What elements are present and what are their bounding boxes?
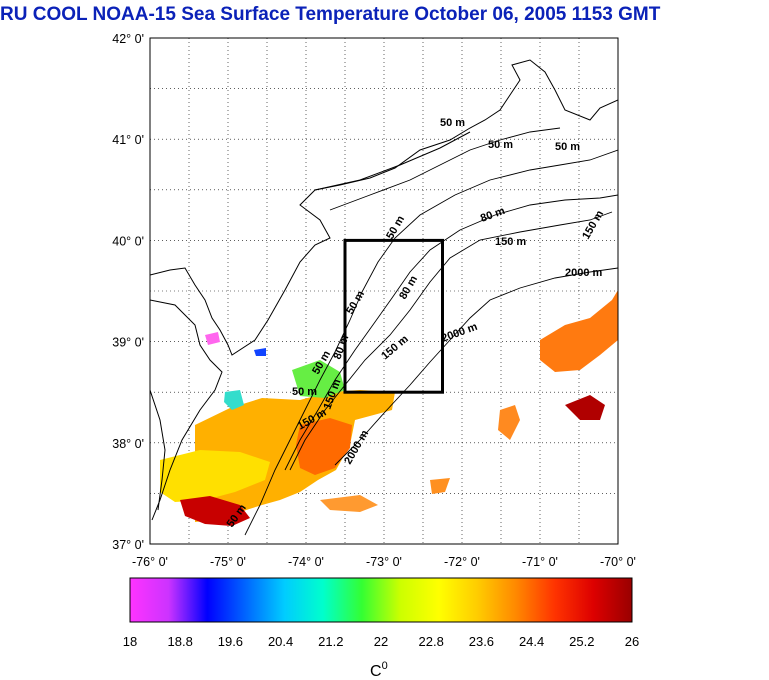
delaware-bay-shore [150, 299, 223, 521]
contour-label: 80 m [479, 205, 507, 225]
contour-label: 2000 m [565, 267, 603, 279]
latitude-tick-label: 42° 0' [112, 32, 144, 46]
longitude-tick-label: -72° 0' [444, 555, 480, 569]
contour-label: 150 m [495, 236, 526, 248]
colorbar-tick-label: 22 [374, 634, 388, 649]
contour-label: 50 m [555, 141, 580, 153]
longitude-tick-label: -74° 0' [288, 555, 324, 569]
bathymetry-contours [244, 127, 618, 536]
colorbar-unit: C0 [370, 660, 388, 680]
latitude-tick-label: 37° 0' [112, 538, 144, 552]
contour-label: 50 m [292, 386, 317, 398]
sst-data-layer [160, 290, 618, 526]
longitude-tick-label: -73° 0' [366, 555, 402, 569]
chesapeake-shore [150, 389, 166, 511]
sst-patch-east-red [565, 395, 605, 420]
contour-label: 50 m [488, 139, 513, 151]
isobath-80m [284, 194, 618, 471]
contour-label: 50 m [440, 117, 465, 129]
contour-label: 50 m [344, 289, 367, 317]
isobath-2000m [334, 267, 618, 466]
sst-patch-gulfstream-east [540, 290, 618, 372]
longitude-tick-label: -71° 0' [522, 555, 558, 569]
latitude-tick-label: 38° 0' [112, 437, 144, 451]
colorbar [129, 577, 633, 623]
colorbar-tick-label: 18.8 [168, 634, 193, 649]
latitude-tick-label: 41° 0' [112, 133, 144, 147]
colorbar-tick-label: 20.4 [268, 634, 293, 649]
sst-patch-mid [320, 495, 378, 512]
sst-patch-slope [430, 478, 450, 494]
colorbar-tick-label: 21.2 [318, 634, 343, 649]
contour-label: 2000 m [440, 321, 479, 345]
isobath-150m [289, 211, 613, 471]
longitude-axis: -76° 0' -75° 0' -74° 0' -73° 0' -72° 0' -71° … [132, 555, 636, 569]
map-frame [149, 37, 619, 545]
colorbar-tick-label: 19.6 [218, 634, 243, 649]
colorbar-tick-label: 18 [123, 634, 137, 649]
study-area-box [343, 238, 444, 394]
sst-patch-green-band [292, 360, 345, 398]
sst-patch-east-orange [498, 405, 520, 440]
coastline-layer [150, 59, 618, 521]
latitude-tick-label: 40° 0' [112, 234, 144, 248]
isobath-50m [244, 149, 618, 536]
colorbar-tick-label: 26 [625, 634, 639, 649]
contour-label: 80 m [397, 274, 420, 302]
latitude-axis: 42° 0' 41° 0' 40° 0' 39° 0' 38° 0' 37° 0' [112, 32, 144, 552]
contour-label: 150 m [580, 208, 606, 241]
sst-patch-south-red [180, 496, 250, 526]
longitude-tick-label: -75° 0' [210, 555, 246, 569]
map-title: RU COOL NOAA-15 Sea Surface Temperature … [0, 4, 661, 25]
colorbar-tick-label: 23.6 [469, 634, 494, 649]
colorbar-tick-labels: 18 18.8 19.6 20.4 21.2 22 22.8 23.6 24.4 25.2 26 [123, 634, 639, 649]
longitude-tick-label: -70° 0' [600, 555, 636, 569]
contour-label: 80 m [332, 333, 352, 361]
sst-patch-coastal-yellow [160, 450, 270, 502]
longitude-tick-label: -76° 0' [132, 555, 168, 569]
colorbar-tick-label: 25.2 [569, 634, 594, 649]
sst-patch-blue [254, 348, 266, 356]
sst-patch-magenta [205, 332, 220, 345]
latitude-tick-label: 39° 0' [112, 336, 144, 350]
isobath-50m-inner [329, 127, 561, 211]
contour-label: 150 m [379, 333, 411, 362]
long-island-south-shore [314, 131, 471, 191]
colorbar-unit-superscript: 0 [382, 660, 388, 672]
colorbar-tick-label: 22.8 [419, 634, 444, 649]
colorbar-unit-base: C [370, 663, 382, 680]
sst-patch-cyan [224, 390, 244, 410]
colorbar-tick-label: 24.4 [519, 634, 544, 649]
contour-label: 50 m [384, 214, 407, 242]
